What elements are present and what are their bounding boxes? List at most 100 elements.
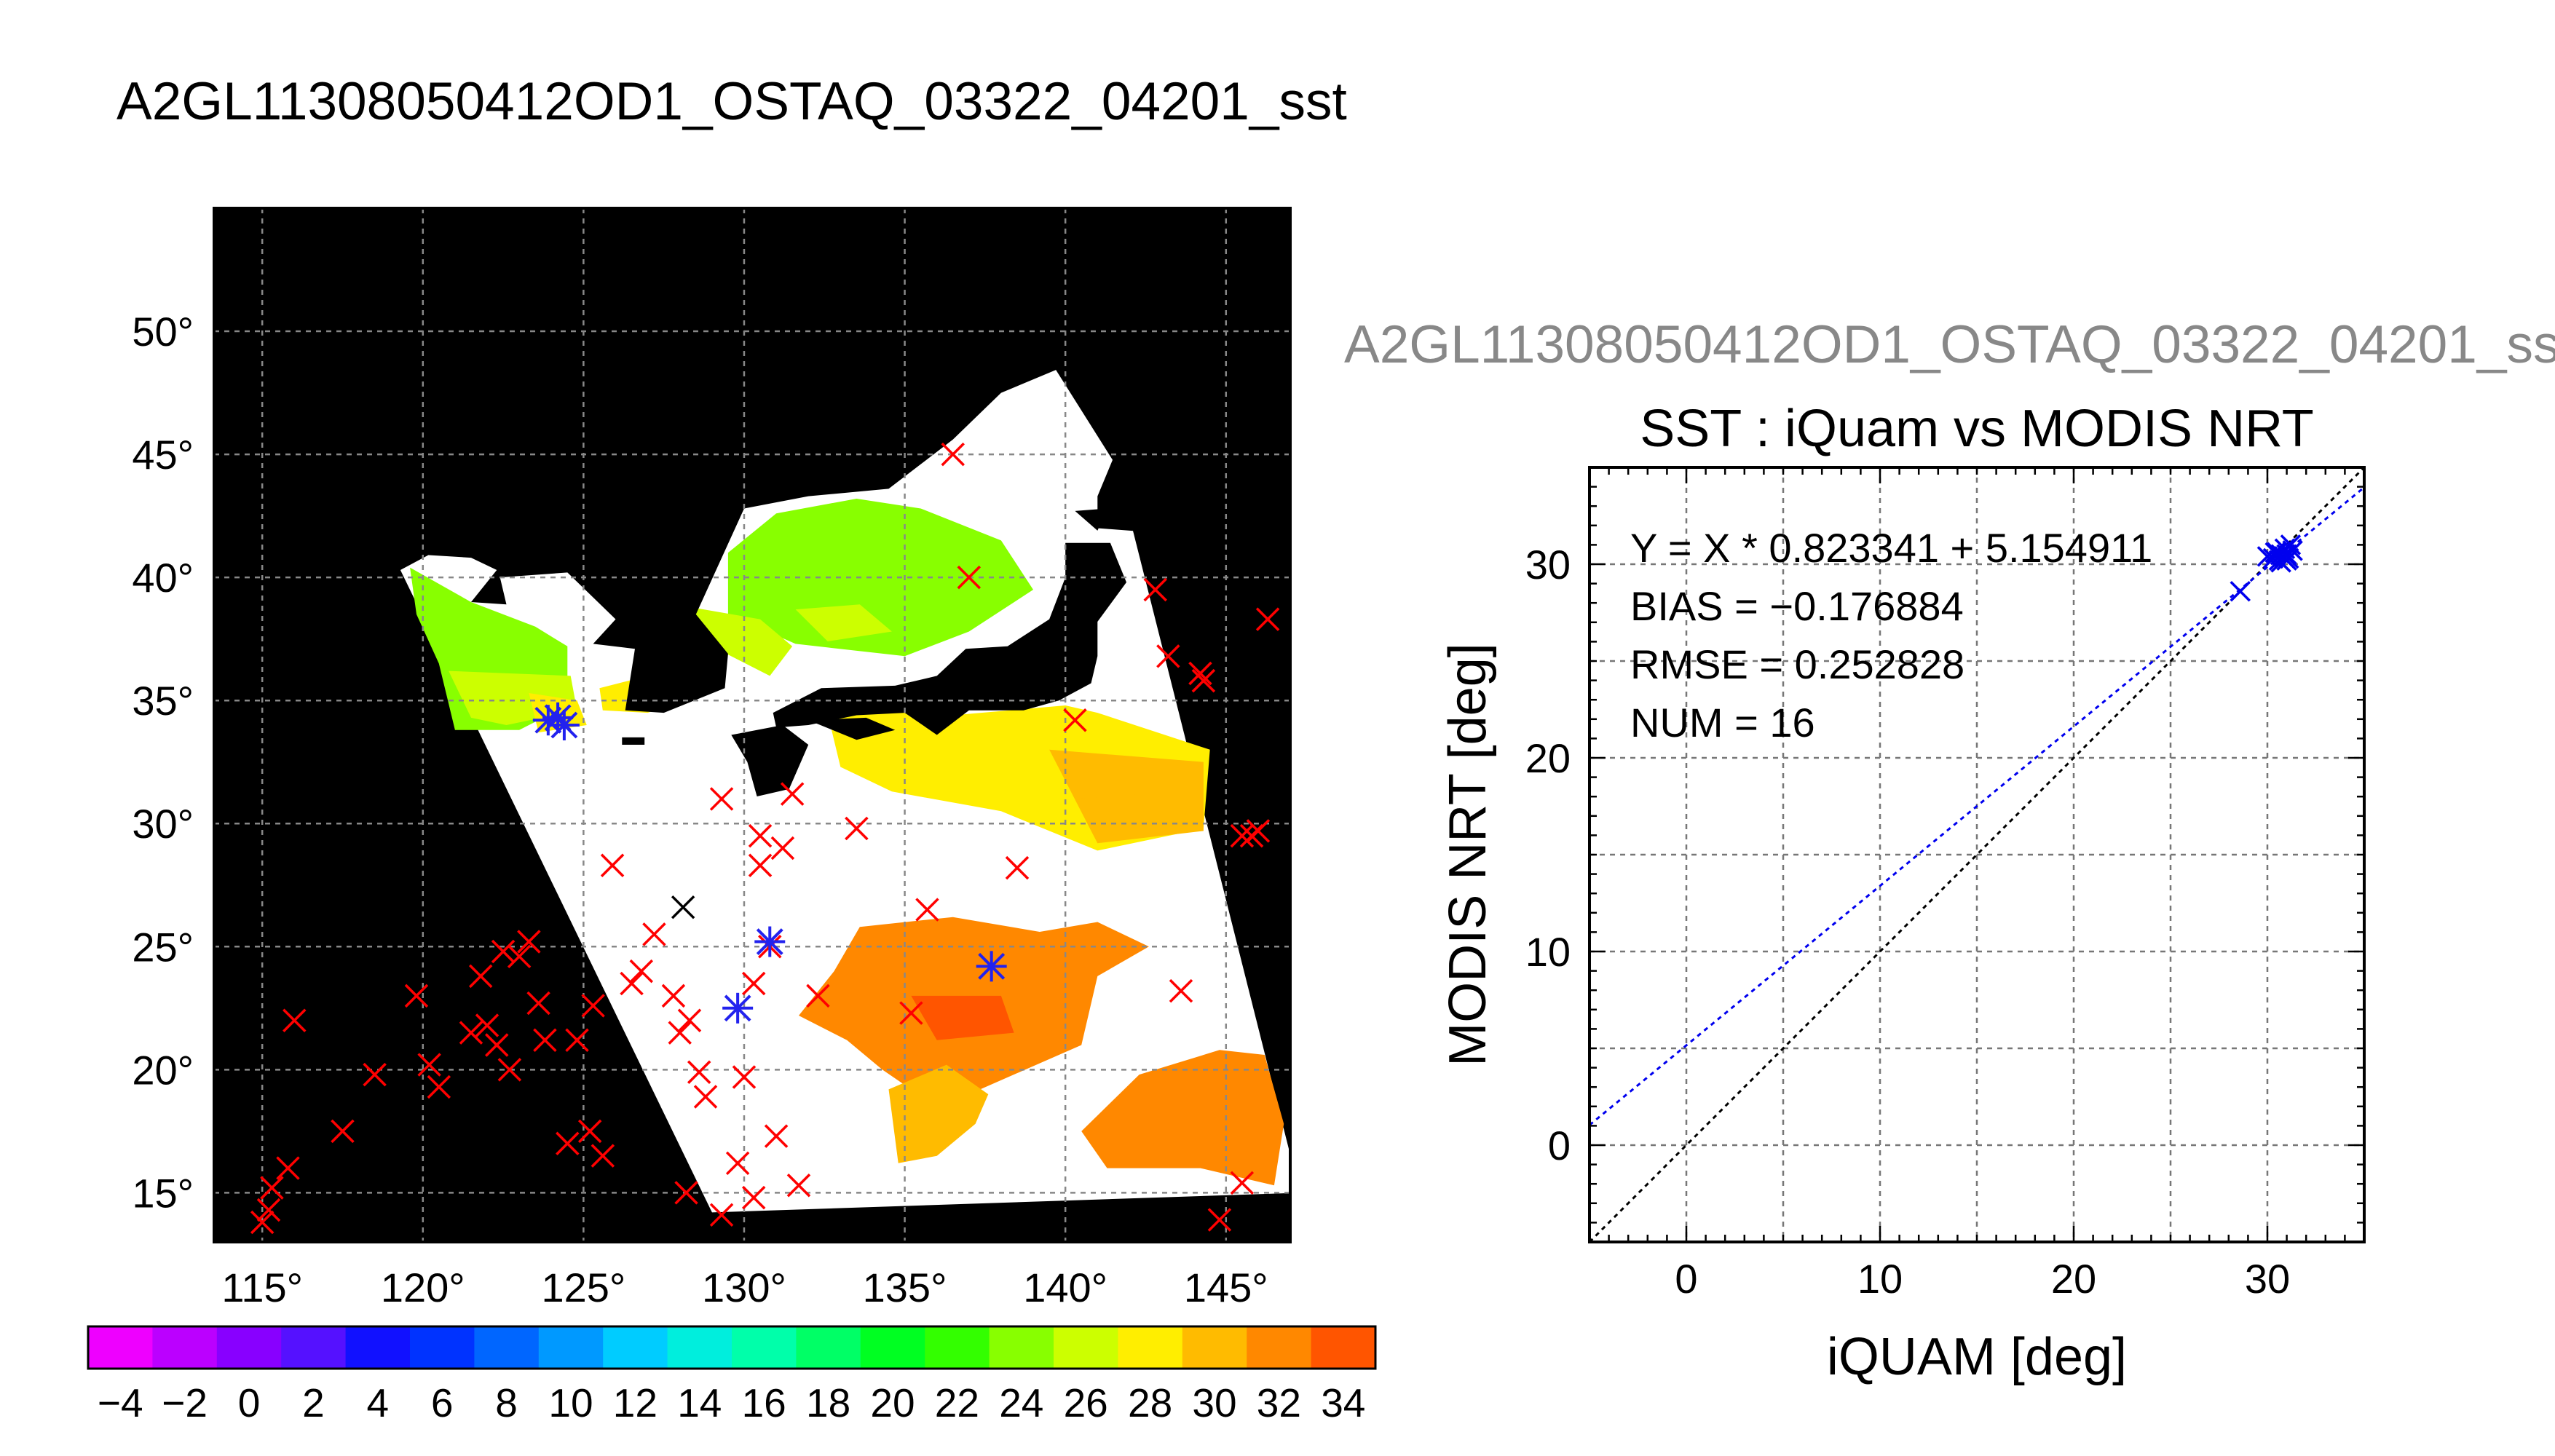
sst-field-region: [888, 1064, 989, 1163]
red-matchup-marker: [661, 984, 686, 1008]
sst-field-region: [1081, 1050, 1284, 1186]
land-polygon: [622, 737, 645, 745]
map-lon-tick-label: 120°: [381, 1265, 465, 1310]
colorbar-tick-label: 18: [806, 1380, 850, 1425]
red-matchup-marker: [1143, 577, 1167, 602]
red-matchup-marker: [899, 1001, 923, 1025]
red-matchup-marker: [526, 991, 550, 1016]
red-matchup-marker: [709, 787, 734, 811]
scatter-point: [2264, 542, 2286, 563]
colorbar-cell: [1054, 1326, 1118, 1369]
scatter-annotation: RMSE = 0.252828: [1630, 641, 1964, 687]
red-matchup-marker: [1188, 661, 1212, 686]
red-matchup-marker: [764, 1124, 789, 1148]
scatter-annotation: BIAS = −0.176884: [1630, 583, 1964, 629]
colorbar-cells: [88, 1326, 1376, 1369]
sst-field-region: [795, 604, 892, 641]
map-lon-tick-label: 125°: [541, 1265, 625, 1310]
red-matchup-marker: [674, 1181, 698, 1205]
colorbar-tick-label: 20: [870, 1380, 915, 1425]
scatter-points: [2230, 534, 2303, 602]
red-matchup-marker: [517, 930, 541, 954]
scatter-y-tick-label: 20: [1525, 735, 1571, 781]
colorbar-tick-label: 12: [613, 1380, 657, 1425]
red-matchup-marker: [600, 853, 625, 877]
map-lon-ticks: 115° 120° 125° 130° 135° 140° 145°: [221, 1265, 1268, 1310]
map-lat-tick-label: 30°: [132, 801, 194, 847]
scatter-x-label: iQUAM [deg]: [1827, 1328, 2127, 1386]
red-matchup-marker: [1246, 819, 1271, 843]
colorbar-tick-label: 24: [999, 1380, 1043, 1425]
red-matchup-marker: [748, 823, 773, 848]
map-lat-tick-label: 20°: [132, 1047, 194, 1093]
red-matchup-marker: [732, 1065, 757, 1089]
sst-field-region: [770, 515, 953, 607]
scatter-point: [2230, 581, 2251, 602]
colorbar-tick-label: −2: [162, 1380, 208, 1425]
colorbar-cell: [1118, 1326, 1183, 1369]
land-polygon: [773, 542, 1126, 735]
red-matchup-marker: [677, 1008, 702, 1032]
colorbar-cell: [1182, 1326, 1247, 1369]
scatter-x-ticks: 0 10 20 30: [1675, 1256, 2290, 1302]
red-matchup-marker: [1255, 607, 1280, 631]
map-lon-tick-label: 115°: [221, 1265, 303, 1310]
map-lat-tick-label: 35°: [132, 678, 194, 724]
scatter-point: [2280, 534, 2302, 555]
land-polygon: [390, 232, 1088, 713]
land-polygon: [1075, 508, 1107, 531]
scatter-y-tick-label: 30: [1525, 542, 1571, 587]
scatter-title: SST : iQuam vs MODIS NRT: [1640, 400, 2314, 458]
sst-map: 115° 120° 125° 130° 135° 140° 145° 15° 20° 25° 30…: [132, 207, 1292, 1310]
colorbar-cell: [410, 1326, 475, 1369]
land-polygon: [731, 725, 809, 796]
red-matchup-marker: [845, 816, 869, 841]
colorbar-cell: [1247, 1326, 1312, 1369]
map-lat-tick-label: 15°: [132, 1170, 194, 1216]
red-matchup-marker: [256, 1198, 281, 1222]
red-matchup-marker: [497, 1058, 522, 1082]
colorbar-tick-label: 14: [677, 1380, 722, 1425]
map-lat-tick-label: 25°: [132, 924, 194, 970]
colorbar-frame: [87, 1325, 1377, 1370]
scatter-x-tick-label: 0: [1675, 1256, 1697, 1302]
red-matchup-marker: [565, 1028, 589, 1052]
red-matchup-marker: [581, 994, 605, 1018]
red-matchup-marker: [459, 1021, 483, 1045]
scatter-y-label: MODIS NRT [deg]: [1439, 643, 1497, 1067]
scatter-point: [2282, 540, 2303, 561]
scatter-annotation: NUM = 16: [1630, 700, 1815, 745]
map-lat-tick-label: 50°: [132, 309, 194, 355]
sst-field-region: [1075, 791, 1194, 828]
red-matchup-marker: [642, 922, 666, 946]
land-polygon: [422, 1104, 520, 1213]
colorbar-tick-label: 22: [935, 1380, 979, 1425]
scatter-annotations: Y = X * 0.823341 + 5.154911 BIAS = −0.176…: [1630, 525, 2152, 745]
red-matchup-marker: [260, 1176, 284, 1200]
map-lat-tick-label: 40°: [132, 555, 194, 601]
colorbar-cell: [796, 1326, 861, 1369]
red-matchup-marker: [668, 1021, 692, 1045]
blue-matchup-marker: [722, 992, 754, 1024]
colorbar-cell: [603, 1326, 668, 1369]
red-matchup-marker: [250, 1210, 275, 1235]
scatter-x-tick-label: 10: [1857, 1256, 1903, 1302]
colorbar-cell: [925, 1326, 990, 1369]
scatter-y-tick-label: 0: [1548, 1123, 1571, 1168]
colorbar-tick-label: 6: [431, 1380, 454, 1425]
colorbar-cell: [989, 1326, 1054, 1369]
red-matchup-marker: [1230, 823, 1255, 848]
scatter-y-ticks: 0 10 20 30: [1525, 542, 1571, 1168]
colorbar-cell: [1311, 1326, 1376, 1369]
red-matchup-marker: [331, 1119, 355, 1144]
map-lon-tick-label: 135°: [863, 1265, 947, 1310]
colorbar-labels: −4 −2 0 2 4 6 8 10 12 14 16 18 20 22 24 26 28 30 32 34: [98, 1380, 1366, 1425]
scatter-annotation: Y = X * 0.823341 + 5.154911: [1630, 525, 2152, 571]
colorbar-tick-label: −4: [98, 1380, 143, 1425]
red-matchup-marker: [404, 984, 429, 1008]
red-matchup-marker: [1063, 708, 1087, 732]
red-matchup-marker: [533, 1028, 557, 1052]
colorbar: −4 −2 0 2 4 6 8 10 12 14 16 18 20 22 24 26 28 30 32 34: [87, 1325, 1377, 1425]
map-frame: [213, 207, 1292, 1243]
